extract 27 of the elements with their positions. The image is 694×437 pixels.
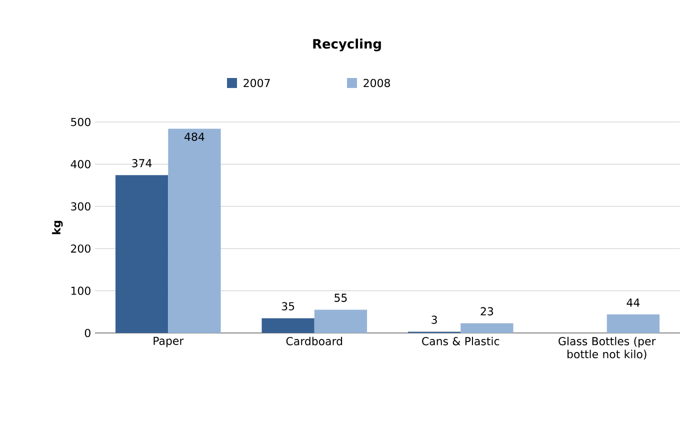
x-tick-label: Cans & Plastic xyxy=(422,336,500,346)
bar xyxy=(606,314,660,333)
x-tick-label: Paper xyxy=(154,336,184,348)
legend-label: 2008 xyxy=(364,78,390,88)
bar xyxy=(460,323,514,333)
data-label: 484 xyxy=(184,132,204,141)
chart-title: Recycling xyxy=(313,38,381,52)
y-tick-label: 200 xyxy=(71,244,90,253)
bar xyxy=(115,175,168,333)
bar xyxy=(314,310,368,333)
y-tick-label: 300 xyxy=(71,202,90,211)
x-tick-label: Glass Bottles (per bottle not kilo) xyxy=(558,336,656,360)
data-label: 44 xyxy=(626,298,640,307)
y-axis-title: kg xyxy=(52,220,63,234)
x-tick-label: Cardboard xyxy=(286,336,342,346)
legend-label: 2007 xyxy=(244,78,270,88)
data-label: 374 xyxy=(132,159,152,168)
bar xyxy=(262,318,314,333)
y-tick-label: 500 xyxy=(71,118,90,126)
y-tick-label: 400 xyxy=(70,160,90,168)
data-label: 3 xyxy=(432,316,437,324)
data-label: 35 xyxy=(282,302,294,310)
data-label: 23 xyxy=(480,307,494,316)
bar xyxy=(168,128,221,333)
y-tick-label: 100 xyxy=(71,286,90,295)
y-tick-label: 0 xyxy=(84,328,90,338)
data-label: 55 xyxy=(334,294,347,302)
